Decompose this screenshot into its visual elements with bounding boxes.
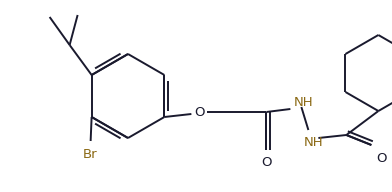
Text: O: O [194,105,205,118]
Text: Br: Br [82,148,97,161]
Text: O: O [376,151,387,165]
Text: NH: NH [294,95,313,108]
Text: O: O [261,156,272,170]
Text: NH: NH [303,137,323,150]
